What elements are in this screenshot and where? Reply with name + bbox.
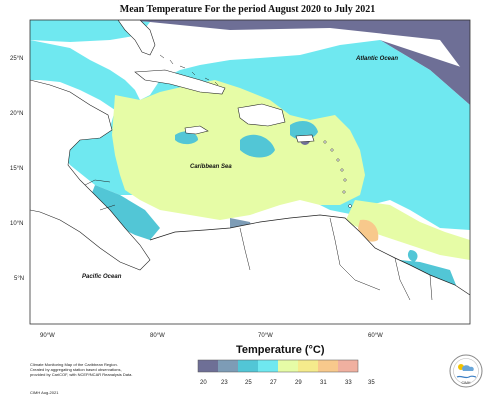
- map-title: Mean Temperature For the period August 2…: [119, 4, 376, 15]
- jamaica-island: [184, 125, 209, 135]
- credit-footer: CIMH Aug-2021: [30, 390, 59, 395]
- lon-label: 90°W: [40, 333, 55, 339]
- legend-tick: 27: [270, 380, 277, 386]
- temp-band-25: [240, 134, 275, 158]
- credit-line: Created by aggregating station based obs…: [30, 367, 122, 372]
- svg-text:CIMH: CIMH: [462, 381, 471, 385]
- map-area: [30, 20, 470, 324]
- central-america-land: [30, 79, 151, 271]
- legend-swatch-25: [238, 360, 258, 372]
- legend-tick: 20: [200, 380, 207, 386]
- credit-text: Climate Monitoring Map of the Caribbean …: [30, 362, 160, 377]
- legend-tick: 29: [295, 380, 302, 386]
- temperature-legend: 20 23 25 27 29 31 33 35: [197, 359, 375, 386]
- caribbean-sea-label: Caribbean Sea: [190, 164, 232, 170]
- legend-title: Temperature (°C): [236, 344, 325, 356]
- legend-tick: 25: [245, 380, 252, 386]
- legend-swatch-31: [298, 360, 318, 372]
- lesser-antilles: [323, 140, 352, 208]
- lat-label: 20°N: [10, 111, 23, 117]
- atlantic-ocean-label: Atlantic Ocean: [355, 56, 398, 62]
- lat-label: 5°N: [14, 276, 24, 282]
- cimh-logo-icon: CIMH: [449, 354, 483, 388]
- lon-label: 60°W: [368, 333, 383, 339]
- pacific-ocean-label: Pacific Ocean: [82, 274, 122, 280]
- credit-line: Climate Monitoring Map of the Caribbean …: [30, 362, 118, 367]
- hispaniola-island: [237, 103, 286, 127]
- credit-line: provided by CariCOF, with NCEP/NCAR Rean…: [30, 372, 133, 377]
- lat-label: 10°N: [10, 221, 23, 227]
- temp-band-20: [30, 20, 470, 80]
- lon-label: 80°W: [150, 333, 165, 339]
- bahamas-islands: [159, 54, 219, 86]
- legend-tick: 33: [345, 380, 352, 386]
- lon-label: 70°W: [258, 333, 273, 339]
- legend-swatch-20: [198, 360, 218, 372]
- lat-label: 25°N: [10, 56, 23, 62]
- legend-swatch-29: [278, 360, 298, 372]
- temp-band-29: [112, 80, 365, 220]
- map-frame: [29, 19, 471, 325]
- legend-tick: 35: [368, 380, 375, 386]
- legend-swatch-23: [218, 360, 238, 372]
- legend-swatch-33: [318, 360, 338, 372]
- legend-tick: 23: [221, 380, 228, 386]
- latitude-axis: 25°N 20°N 15°N 10°N 5°N: [10, 56, 24, 282]
- lat-label: 15°N: [10, 166, 23, 172]
- legend-tick: 31: [320, 380, 327, 386]
- cuba-island: [134, 69, 226, 95]
- puerto-rico-island: [295, 134, 315, 143]
- legend-swatch-27: [258, 360, 278, 372]
- longitude-axis: 90°W 80°W 70°W 60°W: [40, 333, 383, 339]
- legend-swatch-35: [338, 360, 358, 372]
